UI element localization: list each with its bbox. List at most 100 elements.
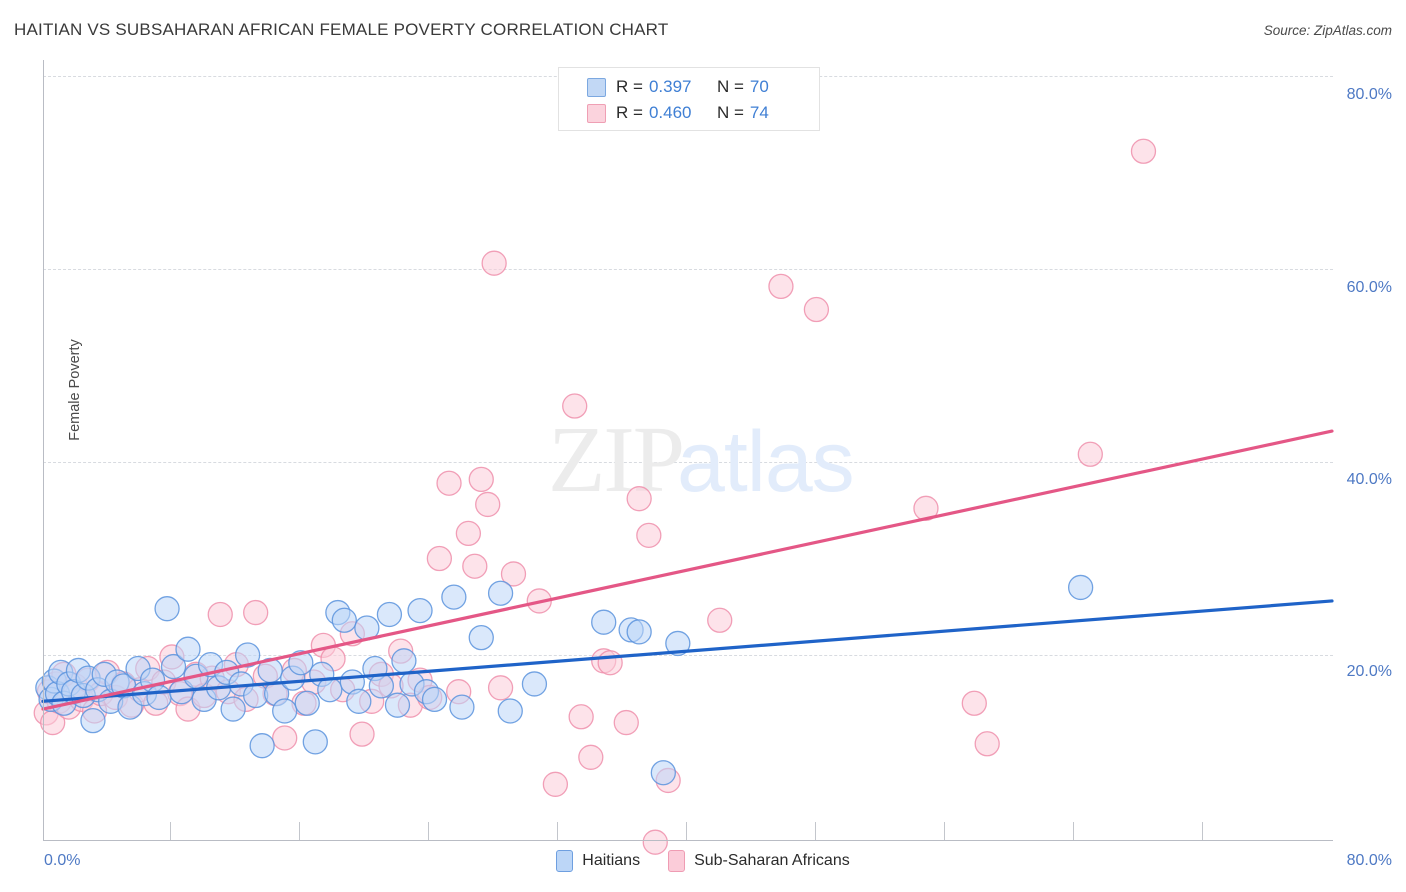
- data-point: [249, 733, 275, 759]
- r-value-haitians: 0.397: [648, 77, 692, 96]
- data-point: [487, 580, 514, 606]
- data-point: [562, 393, 588, 419]
- stat-row-haitians: R = 0.397 N = 70: [587, 74, 819, 100]
- data-point: [384, 692, 411, 718]
- data-point: [475, 491, 501, 518]
- data-point: [441, 584, 467, 610]
- data-point: [317, 677, 343, 703]
- data-point: [974, 731, 1000, 757]
- data-point: [146, 684, 172, 711]
- n-value-sub-saharan-africans: 74: [749, 103, 769, 122]
- data-point: [500, 561, 527, 587]
- data-point: [436, 470, 462, 496]
- y-axis-line: [43, 60, 44, 840]
- gridline-60: [43, 269, 1333, 270]
- y-tick-label-40: 40.0%: [1346, 471, 1392, 488]
- r-value-sub-saharan-africans: 0.460: [648, 103, 692, 122]
- legend-swatch-haitians-icon: [587, 77, 606, 97]
- data-point: [220, 696, 246, 722]
- data-point: [421, 686, 448, 713]
- data-point: [568, 704, 594, 730]
- y-axis-title: Female Poverty: [67, 339, 83, 441]
- legend-marker-haitians-icon: [556, 850, 574, 872]
- n-label-sub-saharan-africans: N =: [716, 103, 744, 122]
- data-point: [591, 609, 617, 635]
- data-point: [626, 486, 652, 512]
- data-point: [243, 599, 269, 626]
- x-axis-min-label: 0.0%: [44, 852, 81, 869]
- series-points-sub-saharan-africans: [33, 138, 1157, 855]
- y-tick-label-20: 20.0%: [1346, 663, 1392, 680]
- data-point: [497, 698, 523, 724]
- source-attribution: Source: ZipAtlas.com: [1263, 23, 1392, 38]
- n-label-haitians: N =: [716, 77, 744, 96]
- data-point: [913, 495, 939, 521]
- gridline-40: [43, 462, 1333, 463]
- data-point: [207, 601, 233, 628]
- data-point: [80, 707, 106, 734]
- n-value-haitians: 70: [749, 77, 769, 96]
- data-point: [1130, 138, 1157, 164]
- x-tick: [557, 822, 558, 840]
- data-point: [294, 690, 320, 716]
- x-tick: [299, 822, 300, 840]
- data-point: [243, 682, 269, 709]
- x-tick: [170, 822, 171, 840]
- data-point: [455, 520, 482, 547]
- data-point: [707, 607, 733, 633]
- data-point: [288, 650, 314, 676]
- data-point: [636, 522, 662, 548]
- x-tick: [686, 822, 687, 840]
- x-axis-line: [43, 840, 1333, 841]
- data-point: [650, 760, 676, 786]
- data-point: [272, 698, 298, 724]
- data-point: [468, 624, 494, 651]
- data-point: [768, 273, 794, 300]
- legend-item-haitians[interactable]: Haitians: [556, 850, 640, 872]
- gridline-20: [43, 655, 1333, 656]
- x-tick: [815, 822, 816, 840]
- data-point: [391, 648, 417, 674]
- data-point: [407, 597, 433, 624]
- legend-swatch-sub-saharan-africans-icon: [587, 103, 606, 123]
- data-point: [481, 250, 507, 276]
- legend-label-haitians: Haitians: [582, 852, 641, 869]
- data-point: [665, 630, 691, 657]
- stat-row-sub-saharan-africans: R = 0.460 N = 74: [587, 100, 819, 126]
- data-point: [468, 466, 494, 493]
- data-point: [597, 650, 623, 676]
- data-point: [642, 829, 668, 855]
- x-tick: [944, 822, 945, 840]
- data-point: [542, 771, 569, 797]
- r-label-haitians: R =: [616, 77, 643, 96]
- data-point: [487, 675, 514, 701]
- data-point: [346, 688, 372, 714]
- y-tick-label-60: 60.0%: [1346, 279, 1392, 296]
- r-label-sub-saharan-africans: R =: [616, 103, 643, 122]
- data-point: [462, 553, 488, 579]
- data-point: [175, 636, 201, 662]
- series-legend: Haitians Sub-Saharan Africans: [0, 850, 1406, 872]
- legend-label-sub-saharan-africans: Sub-Saharan Africans: [694, 852, 850, 869]
- data-point: [626, 619, 652, 645]
- data-point: [272, 725, 298, 751]
- x-tick: [1202, 822, 1203, 840]
- data-point: [331, 607, 357, 633]
- data-point: [426, 545, 453, 572]
- correlation-stats-legend: R = 0.397 N = 70 R = 0.460 N = 74: [558, 67, 820, 131]
- series-points-haitians: [35, 574, 1094, 786]
- data-point: [521, 671, 548, 697]
- data-point: [803, 296, 830, 323]
- data-point: [613, 709, 639, 736]
- data-point: [1067, 574, 1094, 601]
- y-tick-label-80: 80.0%: [1346, 86, 1392, 103]
- data-point: [449, 694, 475, 720]
- data-point: [578, 744, 604, 770]
- legend-item-sub-saharan-africans[interactable]: Sub-Saharan Africans: [668, 850, 850, 872]
- x-axis-max-label: 80.0%: [1346, 852, 1392, 869]
- trend-lines: [41, 429, 1334, 711]
- data-point: [961, 690, 987, 716]
- data-point: [349, 721, 375, 747]
- data-point: [160, 653, 187, 680]
- data-point: [234, 642, 261, 668]
